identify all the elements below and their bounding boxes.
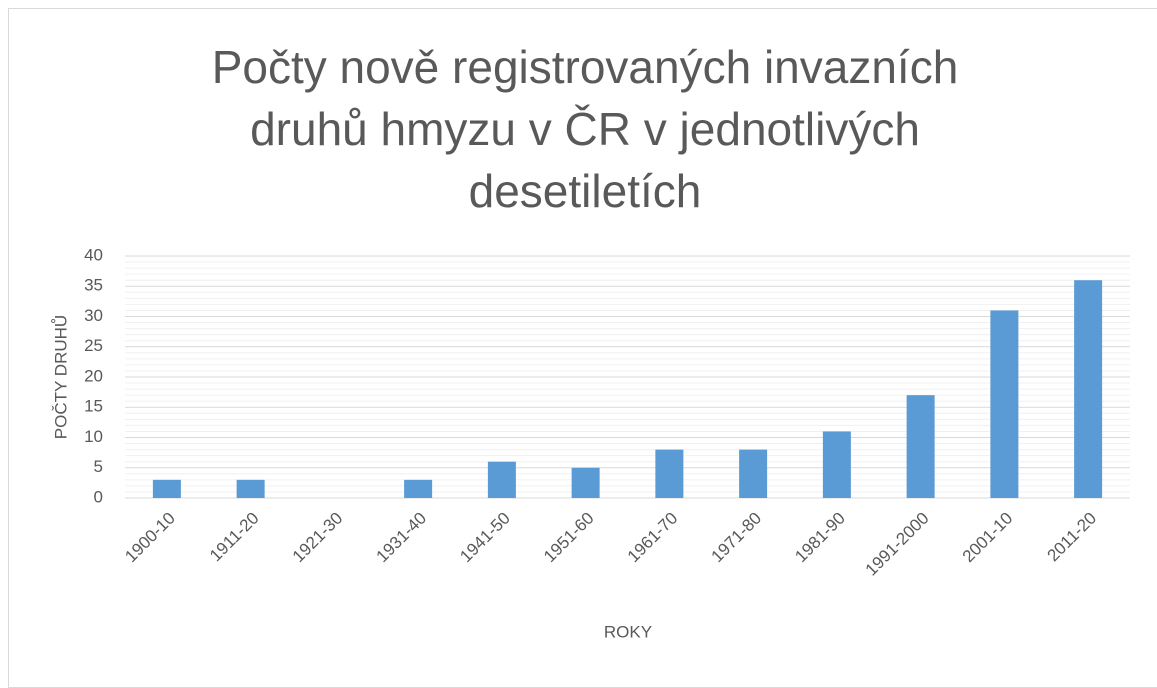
bar bbox=[655, 449, 684, 498]
y-tick-label: 20 bbox=[84, 366, 103, 385]
bar bbox=[571, 467, 600, 498]
y-tick-label: 10 bbox=[84, 427, 103, 446]
bar bbox=[906, 395, 935, 498]
x-tick-label: 1981-90 bbox=[791, 509, 849, 567]
y-axis-label: POČTY DRUHŮ bbox=[51, 315, 70, 439]
bar bbox=[990, 310, 1019, 498]
bar bbox=[1074, 280, 1103, 498]
y-tick-label: 30 bbox=[84, 306, 103, 325]
x-tick-label: 2011-20 bbox=[1043, 509, 1100, 566]
x-axis-label: ROKY bbox=[604, 622, 652, 641]
bar bbox=[739, 449, 768, 498]
x-tick-label: 1941-50 bbox=[456, 509, 514, 567]
x-tick-label: 1991-2000 bbox=[862, 509, 933, 580]
y-tick-label: 25 bbox=[84, 336, 103, 355]
y-tick-label: 5 bbox=[94, 457, 103, 476]
bar bbox=[236, 479, 265, 498]
x-tick-label: 1921-30 bbox=[289, 509, 347, 567]
x-tick-label: 1951-60 bbox=[540, 509, 598, 567]
y-tick-label: 40 bbox=[84, 245, 103, 264]
y-tick-label: 35 bbox=[84, 276, 103, 295]
x-tick-label: 1971-80 bbox=[708, 509, 766, 567]
bar bbox=[487, 461, 516, 498]
bar bbox=[822, 431, 851, 498]
y-tick-label: 15 bbox=[84, 397, 103, 416]
x-tick-label: 1900-10 bbox=[121, 509, 179, 567]
bar bbox=[404, 479, 433, 498]
x-tick-label: 2001-10 bbox=[959, 509, 1017, 567]
bar bbox=[152, 479, 181, 498]
x-tick-label: 1911-20 bbox=[206, 509, 263, 566]
x-tick-label: 1961-70 bbox=[624, 509, 682, 567]
chart-title: Počty nově registrovaných invazních druh… bbox=[211, 41, 959, 217]
y-tick-label: 0 bbox=[94, 487, 103, 506]
x-tick-label: 1931-40 bbox=[373, 509, 431, 567]
